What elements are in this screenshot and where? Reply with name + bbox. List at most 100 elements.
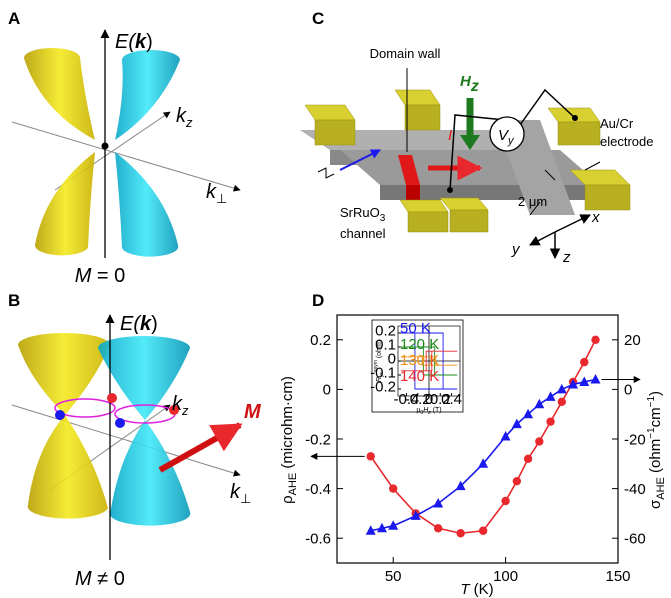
y2-axis-label: σAHE (ohm−1cm−1) — [646, 391, 667, 509]
text: −1 — [646, 427, 657, 439]
marker — [558, 398, 566, 406]
pad — [585, 185, 630, 210]
x-tick-label: 150 — [605, 568, 630, 585]
magnetization-arrow — [160, 425, 240, 470]
panel-label: D — [312, 291, 324, 310]
pad — [558, 122, 600, 145]
panel-b: B E(k) kz k⊥ M M ≠ 0 — [8, 291, 262, 590]
text: M — [75, 265, 92, 287]
legend-label: 120 K — [400, 336, 439, 353]
marker — [524, 455, 532, 463]
y-tick-label: 0.2 — [310, 332, 331, 349]
leader — [585, 162, 600, 170]
marker — [534, 399, 544, 409]
weyl-point — [55, 410, 65, 420]
marker — [501, 497, 509, 505]
cone — [110, 420, 190, 526]
text: AHE — [655, 477, 667, 500]
contact — [447, 187, 453, 193]
domain-wall — [406, 185, 420, 200]
axis-label: kz — [176, 105, 193, 130]
text: = 0 — [91, 265, 125, 287]
y2-tick-label: -40 — [624, 481, 646, 498]
pad — [305, 105, 355, 120]
source — [318, 168, 334, 178]
marker — [434, 524, 442, 532]
y2-tick-label: -20 — [624, 431, 646, 448]
text: z — [181, 403, 189, 418]
figure: A E(k) kz k⊥ M = 0 B E(k) kz k⊥ M M ≠ 0 … — [0, 0, 671, 598]
text: asym — [373, 360, 379, 372]
marker — [591, 374, 601, 384]
marker — [367, 452, 375, 460]
x-tick-label: 100 — [493, 568, 518, 585]
text: ρ — [279, 495, 296, 504]
marker — [546, 417, 554, 425]
weyl-point — [107, 393, 117, 403]
text: AHE — [287, 473, 299, 496]
cone — [18, 333, 110, 415]
marker — [456, 529, 464, 537]
text: ) — [647, 391, 664, 396]
text: E( — [120, 313, 142, 335]
y-tick-label: -0.4 — [305, 481, 331, 498]
y-tick-label: 0 — [323, 382, 331, 399]
marker — [591, 336, 599, 344]
label: electrode — [600, 134, 653, 149]
text: (ohm — [647, 439, 664, 477]
text: −1 — [646, 396, 657, 408]
text: cm — [647, 407, 664, 427]
legend-label: 50 K — [400, 320, 431, 337]
text: SrRuO — [340, 205, 380, 220]
x-tick-label: 50 — [385, 568, 402, 585]
label: channel — [340, 226, 386, 241]
pad — [400, 200, 448, 212]
panel-c: C Domain wall Hz I Vy Au/Cr electrode Sr… — [300, 9, 653, 266]
y-tick-label: -0.6 — [305, 530, 331, 547]
text: M — [75, 568, 92, 590]
cone — [24, 48, 95, 140]
text: (ohm) — [376, 340, 383, 360]
panel-label: A — [8, 9, 20, 28]
axis-label: k⊥ — [230, 481, 251, 506]
label: Au/Cr — [600, 116, 634, 131]
cone — [35, 152, 95, 255]
text: ) — [146, 31, 153, 53]
panel-label: C — [312, 9, 324, 28]
y-tick-label: 0.2 — [375, 322, 396, 339]
y2-tick-label: -60 — [624, 530, 646, 547]
label: I — [448, 127, 452, 144]
text: 3 — [380, 213, 386, 224]
y2-tick-label: 20 — [624, 332, 641, 349]
pad — [405, 105, 440, 130]
axis-label: kz — [172, 393, 189, 418]
panel-a: A E(k) kz k⊥ M = 0 — [8, 9, 240, 287]
x-axis-label: T (K) — [460, 581, 493, 598]
legend-label: 130 K — [400, 352, 439, 369]
axis — [555, 215, 590, 232]
text: z — [470, 78, 479, 95]
pad — [315, 120, 355, 145]
marker — [535, 437, 543, 445]
text: z — [185, 115, 193, 130]
pad — [395, 90, 440, 105]
contact — [572, 115, 578, 121]
marker — [513, 477, 521, 485]
label: SrRuO3 — [340, 205, 386, 224]
text: (K) — [470, 581, 494, 598]
label: 2 μm — [518, 194, 547, 209]
panel-d: D — [312, 291, 324, 310]
pad — [450, 210, 488, 232]
text: ) — [151, 313, 158, 335]
axis-label: y — [511, 241, 521, 258]
text: (T) — [431, 407, 442, 414]
axis-label: x — [591, 209, 600, 226]
marker — [580, 358, 588, 366]
weyl-point — [115, 418, 125, 428]
magnetization-label: M — [244, 401, 262, 423]
marker — [546, 391, 556, 401]
text: (microhm·cm) — [279, 376, 296, 473]
dot — [102, 143, 109, 150]
x-tick-label: 0.4 — [441, 391, 462, 408]
cone — [115, 50, 180, 140]
